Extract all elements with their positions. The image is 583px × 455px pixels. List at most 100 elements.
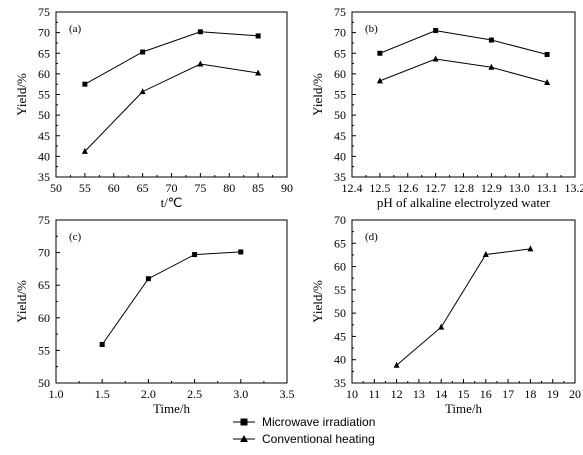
y-tick-label-b: 65	[334, 46, 346, 60]
series-line-conventional-a	[84, 63, 259, 152]
y-tick-label-a: 40	[38, 149, 50, 163]
panel-label-b: (b)	[365, 23, 378, 35]
data-point-square-c	[145, 276, 151, 282]
data-point-triangle-a	[255, 69, 262, 76]
x-tick-label-b: 13.2	[565, 181, 583, 195]
y-axis-label-a: Yield/%	[14, 73, 29, 116]
data-point-square-a	[82, 81, 88, 87]
x-tick-label-c: 2.5	[187, 387, 202, 401]
data-point-triangle-d	[393, 361, 400, 368]
data-point-square-b	[544, 51, 550, 57]
series-line-conventional-b	[379, 58, 548, 83]
legend-label-microwave: Microwave irradiation	[262, 415, 375, 429]
y-tick-label-b: 75	[334, 5, 346, 19]
x-tick-label-a: 55	[79, 181, 91, 195]
x-tick-label-b: 12.4	[342, 181, 363, 195]
y-tick-label-a: 35	[38, 170, 50, 184]
x-tick-label-b: 12.8	[453, 181, 474, 195]
x-tick-label-b: 13.0	[509, 181, 530, 195]
series-line-microwave-c	[101, 251, 241, 345]
y-tick-label-b: 40	[334, 149, 346, 163]
x-tick-label-b: 12.5	[369, 181, 390, 195]
data-point-square-b	[377, 50, 383, 56]
data-point-triangle-b	[488, 63, 495, 70]
data-point-square-a	[140, 49, 146, 55]
x-tick-label-d: 16	[480, 387, 492, 401]
y-tick-label-d: 65	[334, 236, 346, 250]
series-line-conventional-d	[396, 248, 531, 366]
y-tick-label-a: 55	[38, 88, 50, 102]
data-point-triangle-a	[139, 88, 146, 95]
x-tick-label-d: 14	[435, 387, 447, 401]
y-tick-label-b: 45	[334, 129, 346, 143]
legend: Microwave irradiation Conventional heati…	[233, 415, 375, 446]
y-tick-label-d: 40	[334, 353, 346, 367]
y-tick-label-b: 50	[334, 108, 346, 122]
x-tick-label-d: 19	[547, 387, 559, 401]
y-tick-label-c: 50	[38, 376, 50, 390]
x-tick-label-c: 3.5	[280, 387, 295, 401]
x-tick-label-a: 70	[166, 181, 178, 195]
plot-frame-a	[55, 11, 288, 178]
x-tick-label-c: 1.0	[49, 387, 64, 401]
y-tick-label-b: 35	[334, 170, 346, 184]
x-tick-label-d: 10	[346, 387, 358, 401]
x-tick-label-a: 85	[252, 181, 264, 195]
x-tick-label-d: 20	[569, 387, 581, 401]
x-tick-label-a: 50	[50, 181, 62, 195]
y-tick-label-a: 70	[38, 26, 50, 40]
x-tick-label-d: 12	[391, 387, 403, 401]
y-tick-label-a: 45	[38, 129, 50, 143]
y-tick-label-c: 70	[38, 246, 50, 260]
y-tick-label-a: 60	[38, 67, 50, 81]
series-line-microwave-b	[379, 30, 548, 55]
data-point-square-c	[99, 342, 105, 348]
x-tick-label-d: 15	[458, 387, 470, 401]
plot-frame-d	[351, 219, 576, 384]
plot-frame-b	[351, 11, 576, 178]
data-point-triangle-d	[482, 250, 489, 257]
y-tick-label-d: 70	[334, 213, 346, 227]
legend-label-conventional: Conventional heating	[262, 432, 375, 446]
data-point-square-b	[488, 37, 494, 43]
data-point-triangle-b	[432, 55, 439, 62]
data-point-square-b	[433, 28, 439, 34]
plot-frame-c	[55, 219, 288, 384]
x-axis-label-d: Time/h	[445, 401, 483, 416]
x-tick-label-a: 90	[281, 181, 293, 195]
y-tick-label-b: 55	[334, 88, 346, 102]
x-tick-label-a: 75	[194, 181, 206, 195]
y-tick-label-c: 75	[38, 213, 50, 227]
data-point-triangle-b	[544, 79, 551, 86]
y-tick-label-c: 60	[38, 311, 50, 325]
x-tick-label-b: 12.6	[397, 181, 418, 195]
y-tick-label-c: 55	[38, 343, 50, 357]
x-tick-label-b: 12.9	[481, 181, 502, 195]
legend-item-microwave: Microwave irradiation	[233, 415, 375, 429]
y-axis-label-c: Yield/%	[14, 280, 29, 323]
x-tick-label-d: 17	[502, 387, 514, 401]
chart-panel-d: 10 11 12 13 14 15 16 17 18 19 20 35 40 45 50 55 60 65 70 Ti…	[310, 213, 581, 416]
y-tick-label-d: 35	[334, 376, 346, 390]
legend-triangle-marker-icon	[240, 435, 248, 442]
panel-label-a: (a)	[69, 23, 82, 35]
panel-label-d: (d)	[365, 231, 378, 243]
data-point-triangle-d	[438, 323, 445, 330]
chart-panel-b: 12.4 12.5 12.6 12.7 12.8 12.9 13.0 13.1 13.2 35 40…	[310, 5, 583, 210]
y-axis-label-b: Yield/%	[310, 73, 325, 116]
data-point-square-a	[197, 29, 203, 35]
y-tick-label-a: 65	[38, 46, 50, 60]
data-point-triangle-d	[527, 245, 534, 252]
y-tick-label-d: 60	[334, 260, 346, 274]
panel-label-c: (c)	[69, 231, 82, 243]
data-point-square-c	[238, 249, 244, 255]
x-tick-label-c: 2.0	[141, 387, 156, 401]
x-tick-label-a: 60	[108, 181, 120, 195]
legend-item-conventional: Conventional heating	[233, 432, 375, 446]
y-tick-label-d: 45	[334, 329, 346, 343]
x-tick-label-d: 11	[369, 387, 381, 401]
data-point-triangle-a	[81, 147, 88, 154]
y-tick-label-d: 55	[334, 283, 346, 297]
data-point-square-a	[255, 33, 261, 39]
